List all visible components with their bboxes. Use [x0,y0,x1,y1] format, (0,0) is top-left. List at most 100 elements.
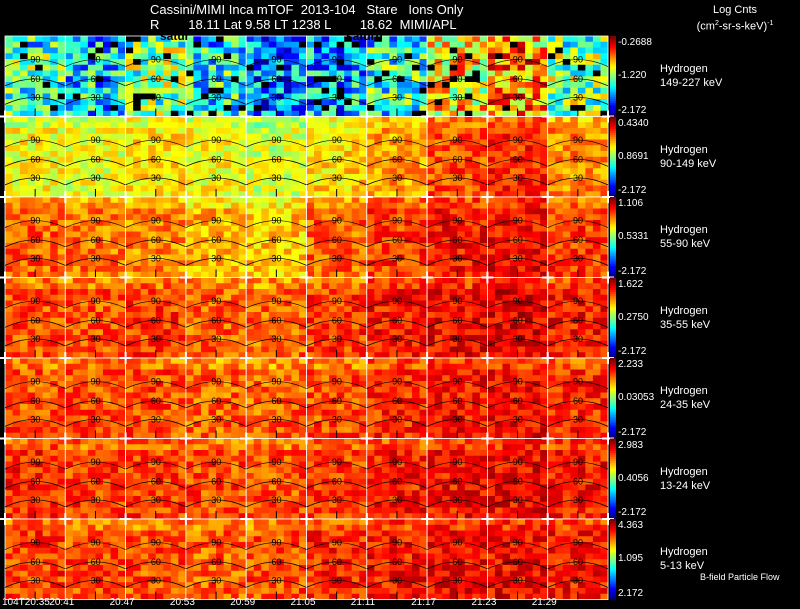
heatmap-cell [87,352,96,359]
heatmap-cell [125,128,134,135]
heatmap-cell [314,214,322,221]
heatmap-cell [238,105,247,112]
heatmap-cell [562,317,571,324]
heatmap-cell [102,41,111,48]
heatmap-cell [268,174,277,181]
heatmap-cell [434,162,443,169]
heatmap-cell [562,70,571,77]
heatmap-cell [321,277,330,284]
heatmap-cell [140,317,149,324]
heatmap-cell [208,317,217,324]
heatmap-cell [457,191,466,198]
heatmap-cell [329,277,338,284]
heatmap-cell [118,335,126,342]
heatmap-cell [231,208,240,215]
heatmap-cell [502,145,511,152]
angle-label: 60 [91,154,101,164]
heatmap-cell [298,156,307,163]
heatmap-cell [585,133,594,140]
heatmap-cell [276,122,285,129]
heatmap-cell [246,162,255,169]
heatmap-cell [359,317,368,324]
heatmap-cell [555,93,564,100]
heatmap-cell [562,64,571,71]
heatmap-cell [464,116,473,123]
heatmap-cell [291,64,300,71]
heatmap-cell [102,162,111,169]
heatmap-cell [208,133,217,140]
heatmap-cell [592,151,601,158]
heatmap-cell [577,36,586,43]
heatmap-cell [502,70,511,77]
heatmap-cell [449,317,458,324]
heatmap-cell [163,346,172,353]
heatmap-cell [577,306,586,313]
heatmap-cell [200,59,209,66]
heatmap-cell [231,53,240,60]
heatmap-cell [216,99,224,106]
heatmap-cell [577,300,586,307]
heatmap-cell [562,243,571,250]
colorbar-step [610,337,616,341]
heatmap-cell [336,128,345,135]
heatmap-cell [321,87,330,94]
heatmap-cell [223,254,232,261]
heatmap-cell [517,179,526,186]
heatmap-cell [253,168,262,175]
heatmap-cell [35,266,44,273]
angle-label: 90 [30,216,40,226]
heatmap-cell [35,197,44,204]
heatmap-cell [216,329,224,336]
heatmap-cell [291,294,300,301]
heatmap-cell [20,312,29,319]
colorbar-step [610,192,616,196]
heatmap-cell [510,70,518,77]
heatmap-cell [125,145,134,152]
heatmap-cell [600,300,609,307]
heatmap-cell [27,139,36,146]
heatmap-cell [80,110,89,117]
heatmap-cell [449,346,458,353]
heatmap-cell [412,156,420,163]
heatmap-cell [517,41,526,48]
heatmap-cell [412,340,420,347]
heatmap-cell [253,208,262,215]
heatmap-cell [419,41,428,48]
heatmap-cell [148,220,157,227]
heatmap-cell [185,277,194,284]
heatmap-cell [487,82,496,89]
heatmap-cell [170,208,179,215]
heatmap-cell [464,214,473,221]
heatmap-cell [600,346,609,353]
heatmap-cell [389,128,398,135]
heatmap-cell [510,99,518,106]
heatmap-cell [555,87,564,94]
heatmap-cell [472,237,481,244]
heatmap-cell [577,329,586,336]
heatmap-cell [479,70,488,77]
heatmap-cell [231,145,240,152]
heatmap-cell [404,197,413,204]
heatmap-cell [525,294,534,301]
heatmap-cell [329,335,338,342]
heatmap-cell [592,122,601,129]
heatmap-cell [291,283,300,290]
angle-label: 60 [452,235,462,245]
heatmap-cell [87,271,96,278]
heatmap-cell [148,87,157,94]
heatmap-cell [185,283,194,290]
heatmap-cell [419,277,428,284]
heatmap-cell [525,116,534,123]
heatmap-cell [449,76,458,83]
heatmap-cell [314,329,322,336]
heatmap-cell [140,174,149,181]
heatmap-cell [329,323,338,330]
heatmap-cell [427,312,436,319]
heatmap-cell [102,329,111,336]
heatmap-cell [170,162,179,169]
colorbar-step [610,303,616,307]
heatmap-cell [140,254,149,261]
heatmap-cell [268,197,277,204]
heatmap-cell [298,82,307,89]
colorbar-step [610,347,616,351]
